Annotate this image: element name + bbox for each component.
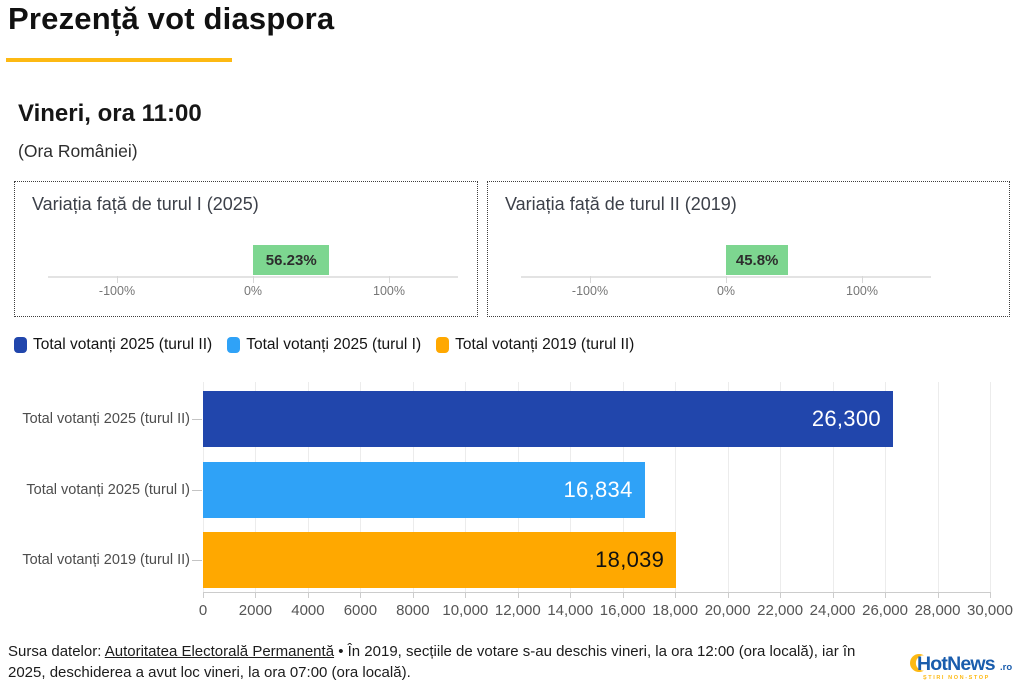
- x-axis-tick-label: 12,000: [494, 602, 541, 619]
- mini-tickmark: [726, 276, 727, 283]
- legend-swatch: [14, 337, 27, 353]
- legend-item: Total votanți 2025 (turul I): [227, 336, 421, 354]
- variation-panel-turul-1-2025: Variația față de turul I (2025) 56.23% -…: [14, 181, 478, 317]
- x-axis-tickmark: [307, 593, 309, 598]
- mini-tick-label: 100%: [846, 284, 878, 298]
- legend-label: Total votanți 2019 (turul II): [455, 336, 635, 353]
- x-axis-tick-label: 14,000: [547, 602, 594, 619]
- x-axis-tick-label: 26,000: [862, 602, 909, 619]
- hotnews-logo: HotNews .ro ȘTIRI NON-STOP: [910, 646, 1018, 688]
- x-axis-tickmark: [622, 593, 624, 598]
- variation-value-badge: 45.8%: [726, 245, 789, 275]
- page-title: Prezență vot diaspora: [8, 1, 335, 36]
- category-tickmark: [192, 489, 202, 491]
- x-axis-tickmark: [412, 593, 414, 598]
- mini-tick-label: 100%: [373, 284, 405, 298]
- bar: 16,834: [203, 461, 645, 518]
- gridline: [990, 382, 991, 592]
- hotnews-logo-graphic: HotNews .ro ȘTIRI NON-STOP: [910, 653, 1012, 681]
- x-axis-tickmark: [675, 593, 677, 598]
- variation-value-label: 56.23%: [265, 251, 317, 269]
- x-axis-tick-label: 4000: [291, 602, 325, 619]
- x-axis-line: [203, 592, 991, 593]
- mini-tick-label: -100%: [98, 284, 136, 298]
- variation-panels: Variația față de turul I (2025) 56.23% -…: [14, 181, 1010, 317]
- category-tickmark: [192, 419, 202, 420]
- x-axis-tick-label: 28,000: [914, 602, 961, 619]
- x-axis-tickmark: [937, 593, 939, 598]
- mini-tick-label: -100%: [571, 284, 609, 298]
- x-axis-tickmark: [727, 593, 729, 598]
- chart-subtitle: Vineri, ora 11:00: [18, 100, 202, 127]
- legend-swatch: [436, 337, 450, 353]
- x-axis-tick-label: 10,000: [442, 602, 489, 619]
- mini-tickmark: [253, 276, 254, 283]
- bar-value-label: 18,039: [595, 547, 665, 572]
- variation-value-label: 45.8%: [735, 251, 779, 269]
- source-link[interactable]: Autoritatea Electorală Permanentă: [104, 643, 335, 660]
- timezone-note: (Ora României): [18, 141, 138, 161]
- x-axis-tickmark: [517, 593, 519, 598]
- x-axis-tick-label: 2000: [238, 602, 273, 619]
- variation-panel-title: Variația față de turul I (2025): [32, 194, 259, 214]
- variation-value-badge: 56.23%: [253, 245, 330, 275]
- x-axis-tickmark: [570, 593, 572, 598]
- mini-tick-label: 0%: [243, 284, 263, 298]
- mini-tickmark: [389, 276, 390, 283]
- mini-tickmark: [590, 276, 591, 283]
- bar: 18,039: [203, 532, 677, 588]
- legend-item: Total votanți 2019 (turul II): [436, 336, 634, 354]
- x-axis-tickmark: [832, 593, 834, 598]
- category-label: Total votanți 2025 (turul I): [26, 481, 190, 498]
- legend-swatch: [227, 337, 241, 353]
- mini-tickmark: [862, 276, 863, 283]
- chart-legend: Total votanți 2025 (turul II) Total votan…: [14, 336, 634, 354]
- bar: 26,300: [203, 391, 893, 447]
- category-label: Total votanți 2025 (turul II): [22, 411, 190, 427]
- x-axis-tick-label: 6000: [343, 602, 378, 619]
- gridline: [832, 382, 834, 592]
- legend-label: Total votanți 2025 (turul II): [33, 336, 213, 353]
- x-axis-tickmark: [990, 593, 991, 598]
- x-axis-tick-label: 8000: [396, 602, 430, 619]
- x-axis-tick-label: 30,000: [967, 602, 1013, 619]
- gridline: [675, 382, 677, 592]
- mini-tickmark: [117, 276, 118, 283]
- bar-value-label: 16,834: [563, 476, 633, 502]
- logo-wordmark: HotNews: [917, 653, 996, 675]
- turnout-bar-chart: 0 2000 4000 6000 8000 10,000 12,000 14,000 16,00…: [0, 380, 1024, 630]
- x-axis-tick-label: 0: [198, 602, 208, 619]
- source-prefix: Sursa datelor:: [8, 643, 105, 660]
- x-axis-tickmark: [203, 593, 204, 598]
- variation-mini-chart: 45.8% -100% 0% 100%: [488, 182, 1009, 316]
- gridline: [727, 382, 729, 592]
- x-axis-tick-label: 18,000: [652, 602, 699, 619]
- legend-label: Total votanți 2025 (turul I): [246, 336, 422, 353]
- category-tickmark: [192, 560, 202, 561]
- gridline: [937, 382, 939, 592]
- gridline: [885, 382, 887, 592]
- x-axis-tickmark: [360, 593, 362, 598]
- title-underline: [6, 58, 232, 62]
- x-axis-tick-label: 22,000: [757, 602, 804, 619]
- x-axis-tickmark: [780, 593, 782, 598]
- source-note: Sursa datelor: Autoritatea Electorală Pe…: [8, 642, 888, 683]
- category-label: Total votanți 2019 (turul II): [22, 552, 190, 568]
- logo-tld: .ro: [1000, 662, 1012, 673]
- x-axis-tick-label: 20,000: [704, 602, 751, 619]
- x-axis-tickmark: [465, 593, 467, 598]
- gridline: [780, 382, 782, 592]
- variation-panel-title: Variația față de turul II (2019): [505, 194, 737, 214]
- logo-tagline: ȘTIRI NON-STOP: [923, 675, 990, 681]
- x-axis-tickmark: [255, 593, 257, 598]
- bar-value-label: 26,300: [811, 406, 881, 431]
- legend-item: Total votanți 2025 (turul II): [14, 336, 212, 354]
- x-axis-tickmark: [885, 593, 887, 598]
- x-axis-tick-label: 16,000: [599, 602, 646, 619]
- variation-panel-turul-2-2019: Variația față de turul II (2019) 45.8% -…: [487, 181, 1010, 317]
- source-suffix: • În 2019, secțiile de votare s-au desch…: [8, 643, 856, 681]
- x-axis-tick-label: 24,000: [809, 602, 856, 619]
- mini-tick-label: 0%: [716, 284, 736, 298]
- variation-mini-chart: 56.23% -100% 0% 100%: [15, 182, 477, 316]
